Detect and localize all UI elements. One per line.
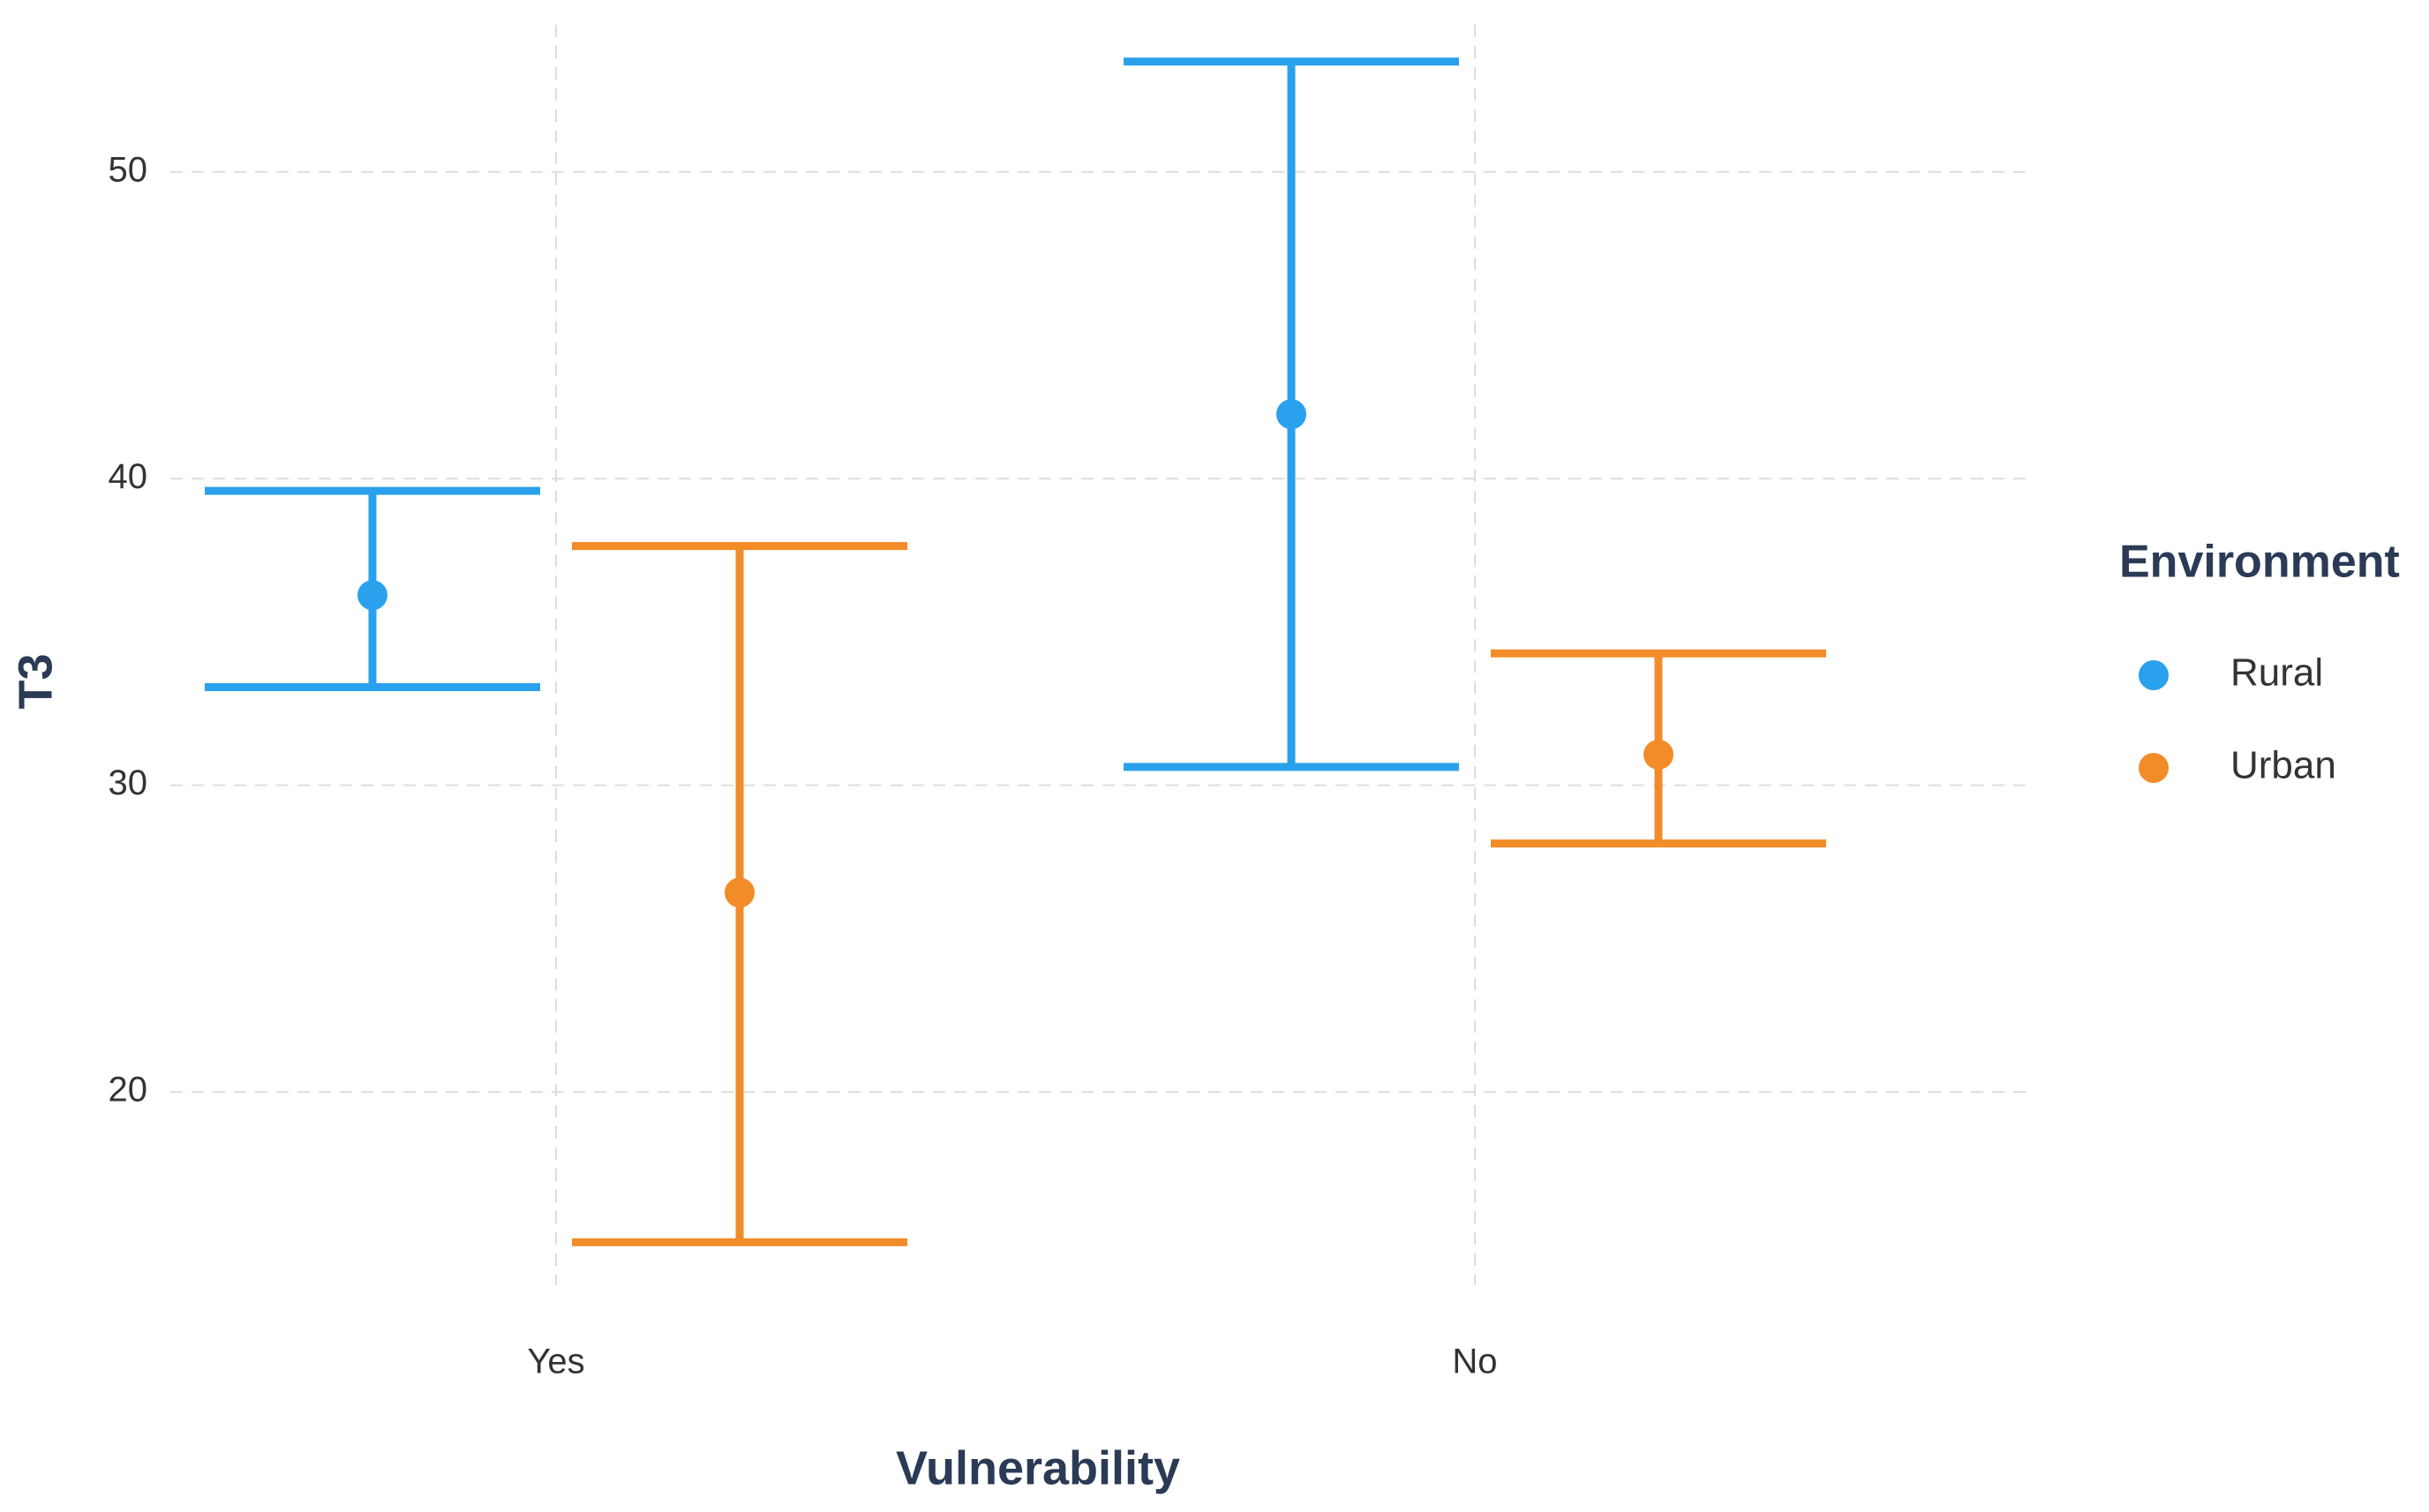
legend-marker <box>2139 660 2169 690</box>
y-tick-label: 40 <box>109 457 148 496</box>
point <box>1643 739 1673 770</box>
x-axis-title: Vulnerability <box>896 1441 1180 1494</box>
point <box>357 580 387 611</box>
legend-label: Rural <box>2230 651 2323 695</box>
x-tick-label: No <box>1452 1343 1497 1381</box>
point <box>1276 399 1306 430</box>
y-axis-title: T3 <box>9 653 62 709</box>
point <box>725 877 755 908</box>
legend-marker <box>2139 753 2169 783</box>
y-tick-label: 20 <box>109 1071 148 1110</box>
y-tick-label: 30 <box>109 764 148 802</box>
y-tick-label: 50 <box>109 150 148 189</box>
legend-title: Environment <box>2119 537 2400 588</box>
legend-label: Urban <box>2230 744 2336 787</box>
x-tick-label: Yes <box>527 1343 584 1381</box>
